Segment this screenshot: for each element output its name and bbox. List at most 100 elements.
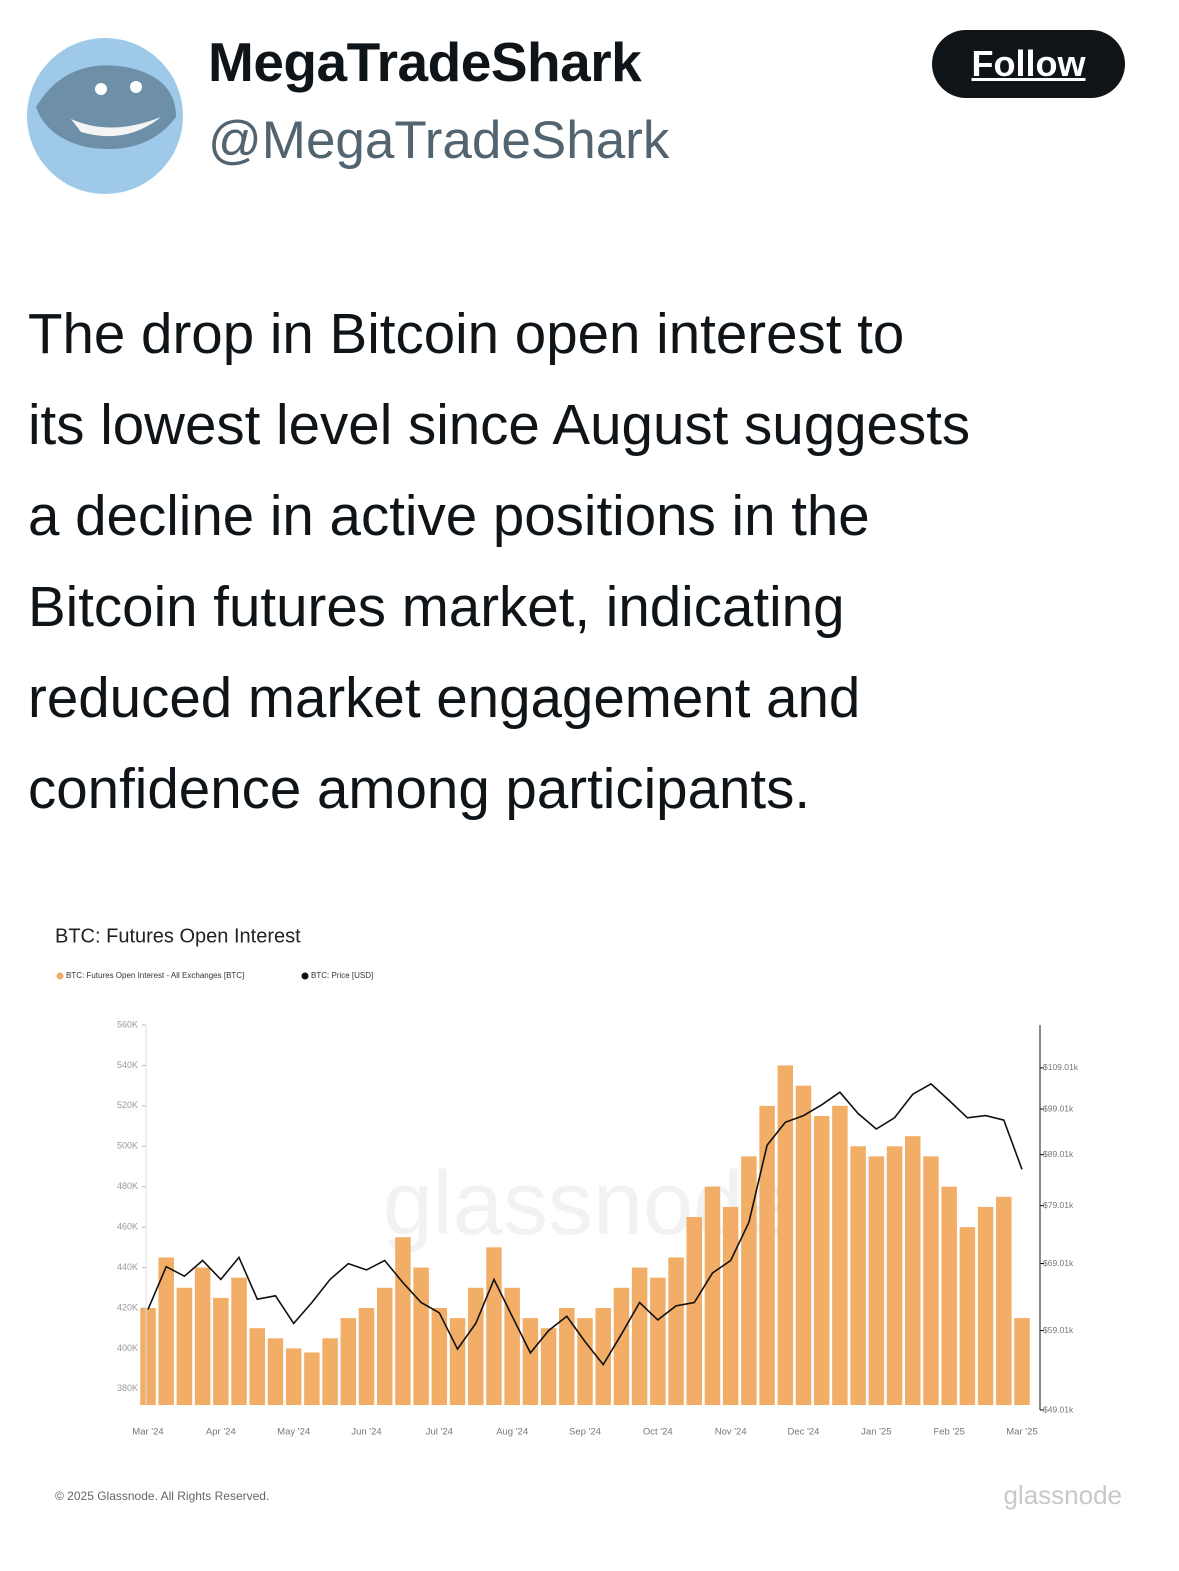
- bar: [358, 1307, 375, 1405]
- bar: [249, 1328, 265, 1405]
- y-tick-label: 520K: [117, 1100, 138, 1110]
- x-tick-label: Jan '25: [861, 1427, 891, 1438]
- y-tick-label: 420K: [117, 1302, 138, 1312]
- legend-swatch: [301, 972, 309, 980]
- y-tick-label: 440K: [117, 1262, 138, 1272]
- y-tick-label: 380K: [117, 1383, 138, 1393]
- bar: [267, 1338, 284, 1405]
- bar: [577, 1318, 593, 1405]
- tweet-line: its lowest level since August suggests: [28, 393, 971, 456]
- bar: [631, 1267, 648, 1405]
- bar: [158, 1257, 174, 1405]
- x-tick-label: Sep '24: [569, 1427, 601, 1438]
- tweet-line: reduced market engagement and: [28, 666, 861, 729]
- bar: [850, 1146, 866, 1405]
- bar: [559, 1307, 575, 1405]
- display-name: MegaTradeShark: [208, 31, 642, 93]
- x-tick-label: Oct '24: [643, 1427, 673, 1438]
- x-tick-label: Jul '24: [426, 1427, 453, 1438]
- brand-logo: glassnode: [1003, 1480, 1122, 1510]
- price-line: [147, 1082, 1023, 1367]
- tweet-line: The drop in Bitcoin open interest to: [28, 302, 905, 365]
- y-tick-label: 540K: [117, 1060, 138, 1070]
- avatar-eye: [130, 81, 142, 93]
- bar: [231, 1277, 247, 1405]
- bar: [194, 1267, 211, 1405]
- bar: [340, 1318, 357, 1405]
- avatar: [27, 38, 183, 194]
- y2-tick-label: $69.01k: [1043, 1258, 1074, 1268]
- y-tick-label: 560K: [117, 1019, 138, 1029]
- bar: [923, 1156, 939, 1405]
- bar: [759, 1105, 775, 1405]
- y2-tick-label: $109.01k: [1043, 1062, 1079, 1072]
- y2-tick-label: $79.01k: [1043, 1200, 1074, 1210]
- bar: [868, 1156, 885, 1405]
- bar: [650, 1277, 666, 1405]
- bar: [941, 1186, 957, 1405]
- x-tick-label: Feb '25: [933, 1427, 964, 1438]
- bar: [686, 1217, 702, 1405]
- bar: [376, 1287, 393, 1405]
- x-tick-label: Mar '25: [1006, 1427, 1037, 1438]
- bar: [413, 1267, 429, 1405]
- tweet-line: confidence among participants.: [28, 757, 811, 820]
- x-tick-label: Dec '24: [788, 1427, 820, 1438]
- bar: [285, 1348, 302, 1405]
- legend-label: BTC: Price [USD]: [311, 971, 373, 980]
- bar: [813, 1115, 830, 1405]
- bar: [795, 1085, 812, 1405]
- bar: [486, 1247, 502, 1405]
- y2-tick-label: $99.01k: [1043, 1103, 1074, 1113]
- bar: [522, 1318, 539, 1405]
- bar: [140, 1307, 156, 1405]
- bar: [595, 1307, 611, 1405]
- tweet-line: Bitcoin futures market, indicating: [28, 575, 845, 638]
- bar: [449, 1318, 466, 1405]
- avatar-teeth: [71, 117, 161, 137]
- y2-tick-label: $59.01k: [1043, 1325, 1074, 1335]
- y-tick-label: 460K: [117, 1222, 138, 1232]
- legend-label: BTC: Futures Open Interest - All Exchang…: [66, 971, 244, 980]
- x-tick-label: Mar '24: [132, 1427, 163, 1438]
- y-tick-label: 500K: [117, 1141, 138, 1151]
- bar: [1014, 1318, 1030, 1405]
- legend-swatch: [56, 972, 64, 980]
- bar: [213, 1297, 229, 1405]
- bar: [322, 1338, 338, 1405]
- chart: BTC: Futures Open Interest glassnode © 2…: [55, 925, 1122, 1510]
- x-tick-label: Nov '24: [715, 1427, 747, 1438]
- avatar-eye: [95, 83, 107, 95]
- tweet-line: a decline in active positions in the: [28, 484, 870, 547]
- bar: [959, 1227, 976, 1405]
- y-tick-label: 480K: [117, 1181, 138, 1191]
- bar: [832, 1105, 848, 1405]
- bar: [304, 1352, 320, 1405]
- follow-button[interactable]: Follow: [932, 30, 1125, 98]
- bar: [777, 1065, 794, 1405]
- bar: [468, 1287, 484, 1405]
- bar: [905, 1136, 921, 1405]
- bar: [704, 1186, 721, 1405]
- handle: @MegaTradeShark: [208, 111, 670, 170]
- copyright: © 2025 Glassnode. All Rights Reserved.: [55, 1489, 269, 1503]
- bar: [504, 1287, 520, 1405]
- x-tick-label: Apr '24: [206, 1427, 236, 1438]
- bar: [722, 1206, 739, 1405]
- bar: [176, 1287, 193, 1405]
- bar: [613, 1287, 630, 1405]
- bar: [886, 1146, 903, 1405]
- y2-tick-label: $89.01k: [1043, 1149, 1074, 1159]
- bar: [431, 1307, 448, 1405]
- bar: [540, 1328, 557, 1405]
- x-tick-label: May '24: [277, 1427, 310, 1438]
- bar: [395, 1237, 411, 1405]
- bar: [741, 1156, 757, 1405]
- y-tick-label: 400K: [117, 1343, 138, 1353]
- x-tick-label: Jun '24: [351, 1427, 381, 1438]
- chart-title: BTC: Futures Open Interest: [55, 925, 301, 947]
- y2-tick-label: $49.01k: [1043, 1404, 1074, 1414]
- tweet-text: The drop in Bitcoin open interest to its …: [28, 288, 1168, 834]
- bar: [977, 1206, 994, 1405]
